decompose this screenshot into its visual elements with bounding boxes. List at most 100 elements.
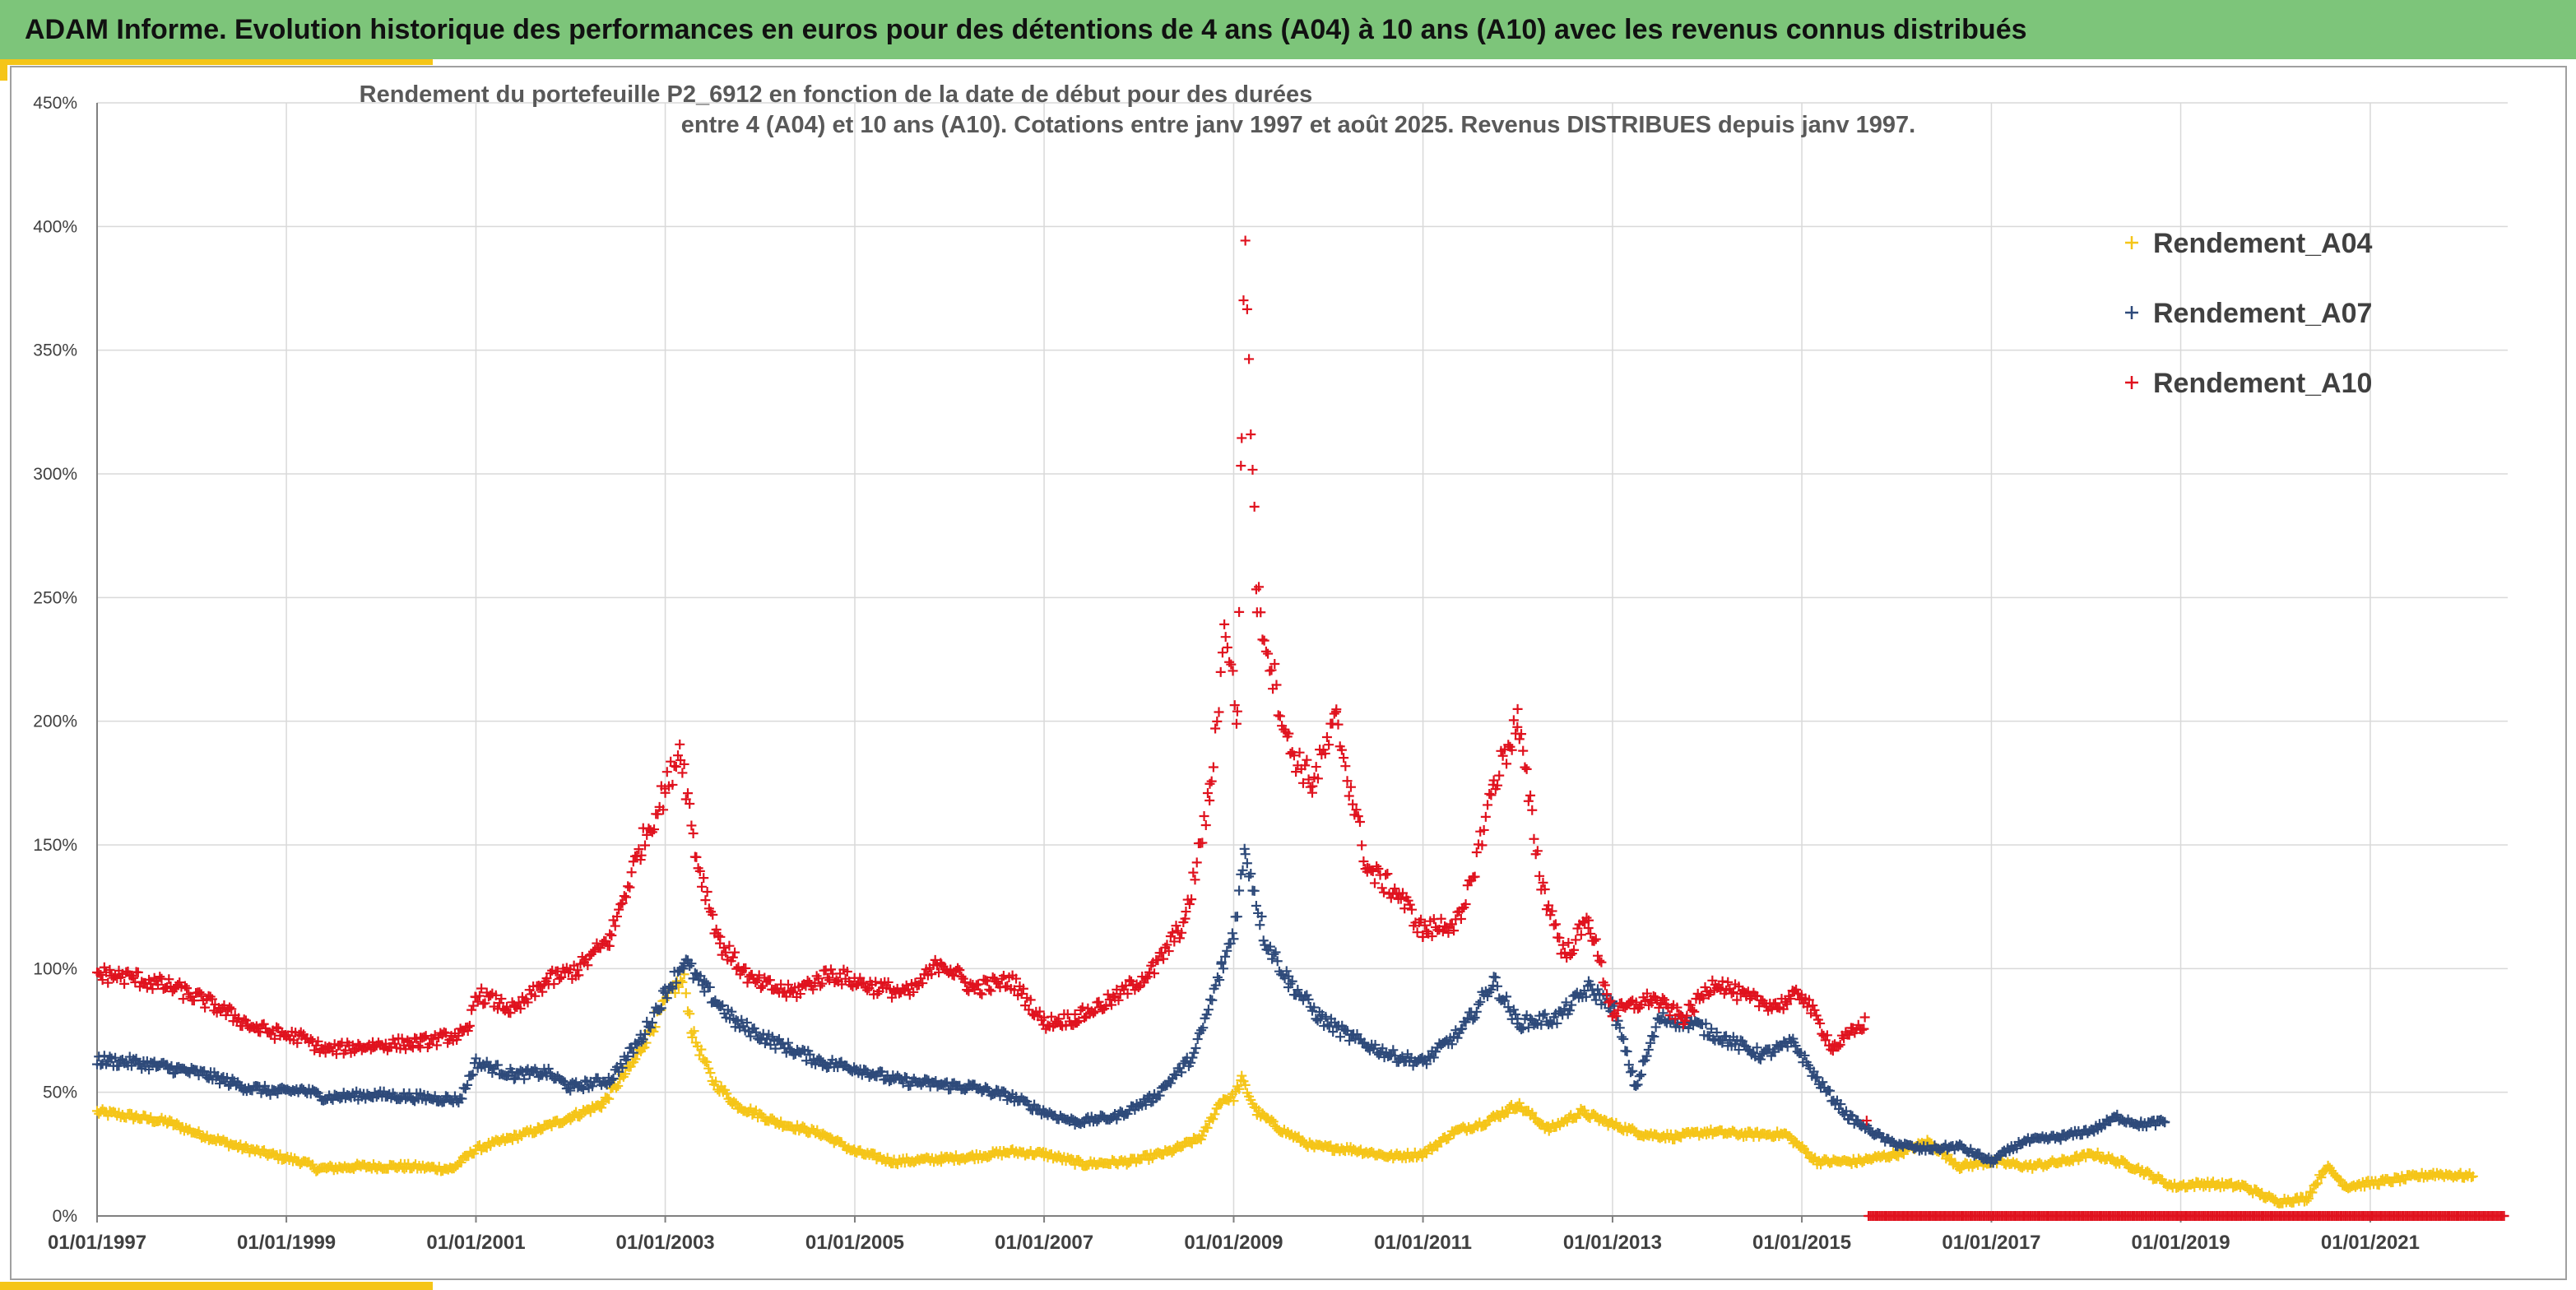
data-point-marker xyxy=(1817,1028,1827,1039)
data-point-marker xyxy=(658,805,669,815)
data-point-marker xyxy=(1614,1023,1625,1033)
data-point-marker xyxy=(353,1038,364,1049)
data-point-marker xyxy=(1627,1065,1638,1076)
series-Rendement_A04 xyxy=(92,969,2478,1209)
data-point-marker xyxy=(1559,947,1570,958)
data-point-marker xyxy=(1457,1023,1468,1034)
data-point-marker xyxy=(1488,775,1499,786)
data-point-marker xyxy=(1212,716,1223,726)
data-point-marker xyxy=(1836,1099,1846,1110)
data-point-marker xyxy=(1345,782,1356,792)
data-point-marker xyxy=(683,788,694,799)
data-point-marker xyxy=(2374,1180,2384,1190)
data-point-marker xyxy=(861,1065,871,1075)
report-banner: ADAM Informe. Evolution historique des p… xyxy=(0,0,2576,59)
data-point-marker xyxy=(513,997,524,1008)
data-point-marker xyxy=(153,979,164,990)
data-point-marker xyxy=(215,1078,225,1088)
data-point-marker xyxy=(802,976,813,986)
data-point-marker xyxy=(1506,745,1517,755)
data-point-marker xyxy=(726,1006,737,1017)
data-point-marker xyxy=(1593,950,1603,961)
data-point-marker xyxy=(1782,999,1793,1009)
data-point-marker xyxy=(1238,295,1249,306)
data-point-marker xyxy=(1218,963,1228,974)
data-point-marker xyxy=(1162,940,1172,950)
data-point-marker xyxy=(686,958,697,969)
legend-item: Rendement_A04 xyxy=(2125,228,2373,259)
data-point-marker xyxy=(858,978,869,989)
accent-bar-left xyxy=(0,59,7,81)
x-tick-label: 01/01/2003 xyxy=(616,1232,715,1254)
data-point-marker xyxy=(1785,1131,1795,1142)
data-point-marker xyxy=(556,972,567,982)
data-point-marker xyxy=(750,1027,761,1037)
data-point-marker xyxy=(917,978,928,989)
data-point-marker xyxy=(1589,935,1599,946)
data-point-marker xyxy=(144,1064,155,1074)
data-point-marker xyxy=(1312,773,1323,784)
data-point-marker xyxy=(546,1121,557,1132)
data-point-marker xyxy=(1478,824,1489,835)
data-point-marker xyxy=(1622,1046,1632,1057)
data-point-marker xyxy=(1121,980,1131,991)
data-point-marker xyxy=(782,979,793,990)
data-point-marker xyxy=(954,965,965,976)
data-point-marker xyxy=(936,959,947,970)
data-point-marker xyxy=(628,856,638,867)
data-point-marker xyxy=(1154,1090,1165,1101)
data-point-marker xyxy=(1187,1052,1198,1063)
data-point-marker xyxy=(234,1013,244,1023)
data-point-marker xyxy=(770,1043,781,1054)
data-point-marker xyxy=(611,1083,622,1093)
data-point-marker xyxy=(1370,1039,1381,1050)
data-point-marker xyxy=(817,978,828,989)
data-point-marker xyxy=(1412,927,1423,938)
data-point-marker xyxy=(667,983,678,994)
data-point-marker xyxy=(755,982,766,993)
data-point-marker xyxy=(1643,1044,1654,1055)
data-point-marker xyxy=(1232,706,1242,717)
data-point-marker xyxy=(729,1097,740,1107)
data-point-marker xyxy=(973,979,984,990)
data-point-marker xyxy=(1395,893,1406,904)
data-point-marker xyxy=(675,976,686,986)
data-point-marker xyxy=(1072,1018,1083,1028)
data-point-marker xyxy=(685,799,695,810)
data-point-marker xyxy=(1300,760,1311,771)
data-point-marker xyxy=(1309,1002,1320,1013)
data-point-marker xyxy=(196,989,207,1000)
data-point-marker xyxy=(1188,867,1199,878)
data-point-marker xyxy=(2303,1193,2314,1204)
data-point-marker xyxy=(2301,1195,2312,1206)
data-point-marker xyxy=(1224,657,1235,667)
data-point-marker xyxy=(1260,940,1270,950)
data-point-marker xyxy=(1611,1117,1622,1128)
data-point-marker xyxy=(1552,1018,1562,1028)
data-point-marker xyxy=(1499,995,1510,1006)
data-point-marker xyxy=(1373,864,1384,874)
data-point-marker xyxy=(1079,1013,1089,1023)
data-point-marker xyxy=(292,1037,303,1048)
data-point-marker xyxy=(530,991,541,1001)
data-point-marker xyxy=(1785,993,1796,1004)
data-point-marker xyxy=(1529,833,1539,844)
legend-label: Rendement_A04 xyxy=(2153,228,2373,259)
data-point-marker xyxy=(1228,666,1238,676)
data-point-marker xyxy=(777,1038,788,1049)
data-point-marker xyxy=(1799,1050,1810,1060)
data-point-marker xyxy=(1325,1140,1336,1151)
data-point-marker xyxy=(1728,986,1738,997)
data-point-marker xyxy=(1550,919,1561,930)
data-point-marker xyxy=(1423,1051,1434,1062)
data-point-marker xyxy=(1240,849,1251,860)
data-point-marker xyxy=(402,1035,413,1046)
x-tick-label: 01/01/1997 xyxy=(48,1232,146,1254)
data-point-marker xyxy=(1255,920,1265,930)
data-point-marker xyxy=(1539,884,1550,894)
x-tick-label: 01/01/2005 xyxy=(805,1232,904,1254)
data-point-marker xyxy=(712,930,723,941)
data-point-marker xyxy=(656,1003,666,1014)
data-point-marker xyxy=(1165,1078,1176,1088)
data-point-marker xyxy=(522,997,533,1008)
